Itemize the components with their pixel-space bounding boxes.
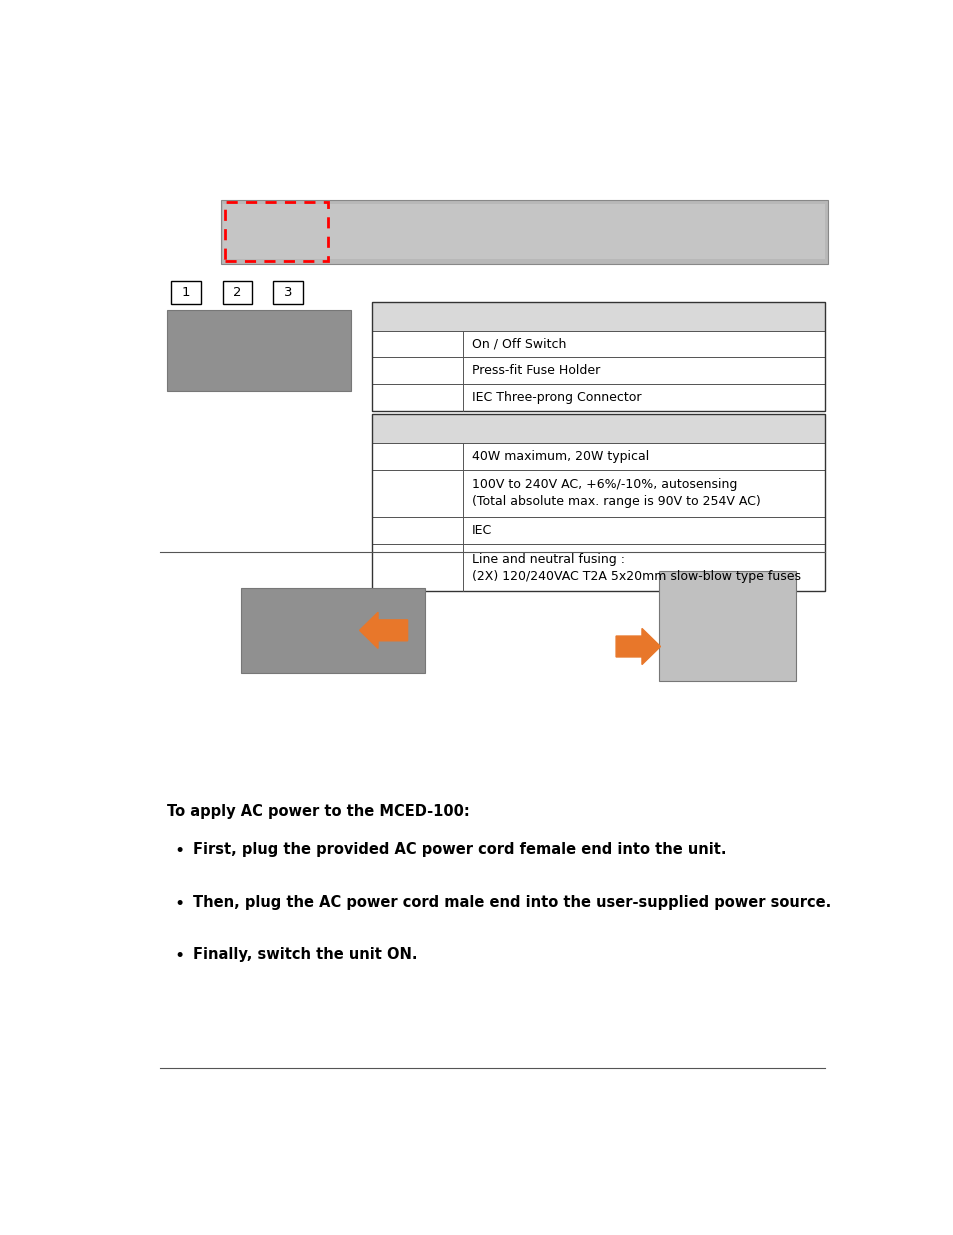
- Text: 3: 3: [283, 287, 292, 299]
- Bar: [372, 517, 824, 543]
- Bar: [372, 415, 824, 443]
- Text: 100V to 240V AC, +6%/-10%, autosensing
(Total absolute max. range is 90V to 254V: 100V to 240V AC, +6%/-10%, autosensing (…: [472, 478, 760, 509]
- Bar: [241, 588, 424, 673]
- Text: IEC Three-prong Connector: IEC Three-prong Connector: [472, 390, 640, 404]
- Text: •: •: [174, 894, 185, 913]
- Bar: [372, 357, 824, 384]
- Text: Then, plug the AC power cord male end into the user-supplied power source.: Then, plug the AC power cord male end in…: [193, 894, 831, 910]
- Bar: [372, 384, 824, 411]
- Bar: [372, 331, 824, 357]
- Bar: [372, 303, 824, 331]
- Bar: [222, 282, 252, 304]
- Bar: [372, 415, 824, 592]
- Text: 2: 2: [233, 287, 241, 299]
- FancyArrow shape: [359, 613, 407, 648]
- Bar: [221, 200, 826, 264]
- Text: First, plug the provided AC power cord female end into the unit.: First, plug the provided AC power cord f…: [193, 842, 726, 857]
- Text: IEC: IEC: [472, 524, 492, 537]
- Text: 40W maximum, 20W typical: 40W maximum, 20W typical: [472, 450, 648, 463]
- Bar: [372, 303, 824, 411]
- Text: On / Off Switch: On / Off Switch: [472, 337, 566, 351]
- Bar: [372, 543, 824, 592]
- Bar: [659, 572, 795, 680]
- Bar: [171, 282, 200, 304]
- Text: Line and neutral fusing :
(2X) 120/240VAC T2A 5x20mm slow-blow type fuses: Line and neutral fusing : (2X) 120/240VA…: [472, 552, 801, 583]
- Bar: [273, 282, 302, 304]
- Bar: [167, 310, 351, 390]
- Text: Finally, switch the unit ON.: Finally, switch the unit ON.: [193, 947, 417, 962]
- Text: 1: 1: [181, 287, 190, 299]
- Bar: [372, 443, 824, 469]
- Text: Press-fit Fuse Holder: Press-fit Fuse Holder: [472, 364, 599, 377]
- Text: •: •: [174, 947, 185, 965]
- Text: •: •: [174, 842, 185, 861]
- FancyArrow shape: [616, 629, 659, 664]
- Text: To apply AC power to the MCED-100:: To apply AC power to the MCED-100:: [167, 804, 470, 819]
- Bar: [225, 203, 328, 262]
- Bar: [372, 469, 824, 517]
- Bar: [223, 204, 824, 259]
